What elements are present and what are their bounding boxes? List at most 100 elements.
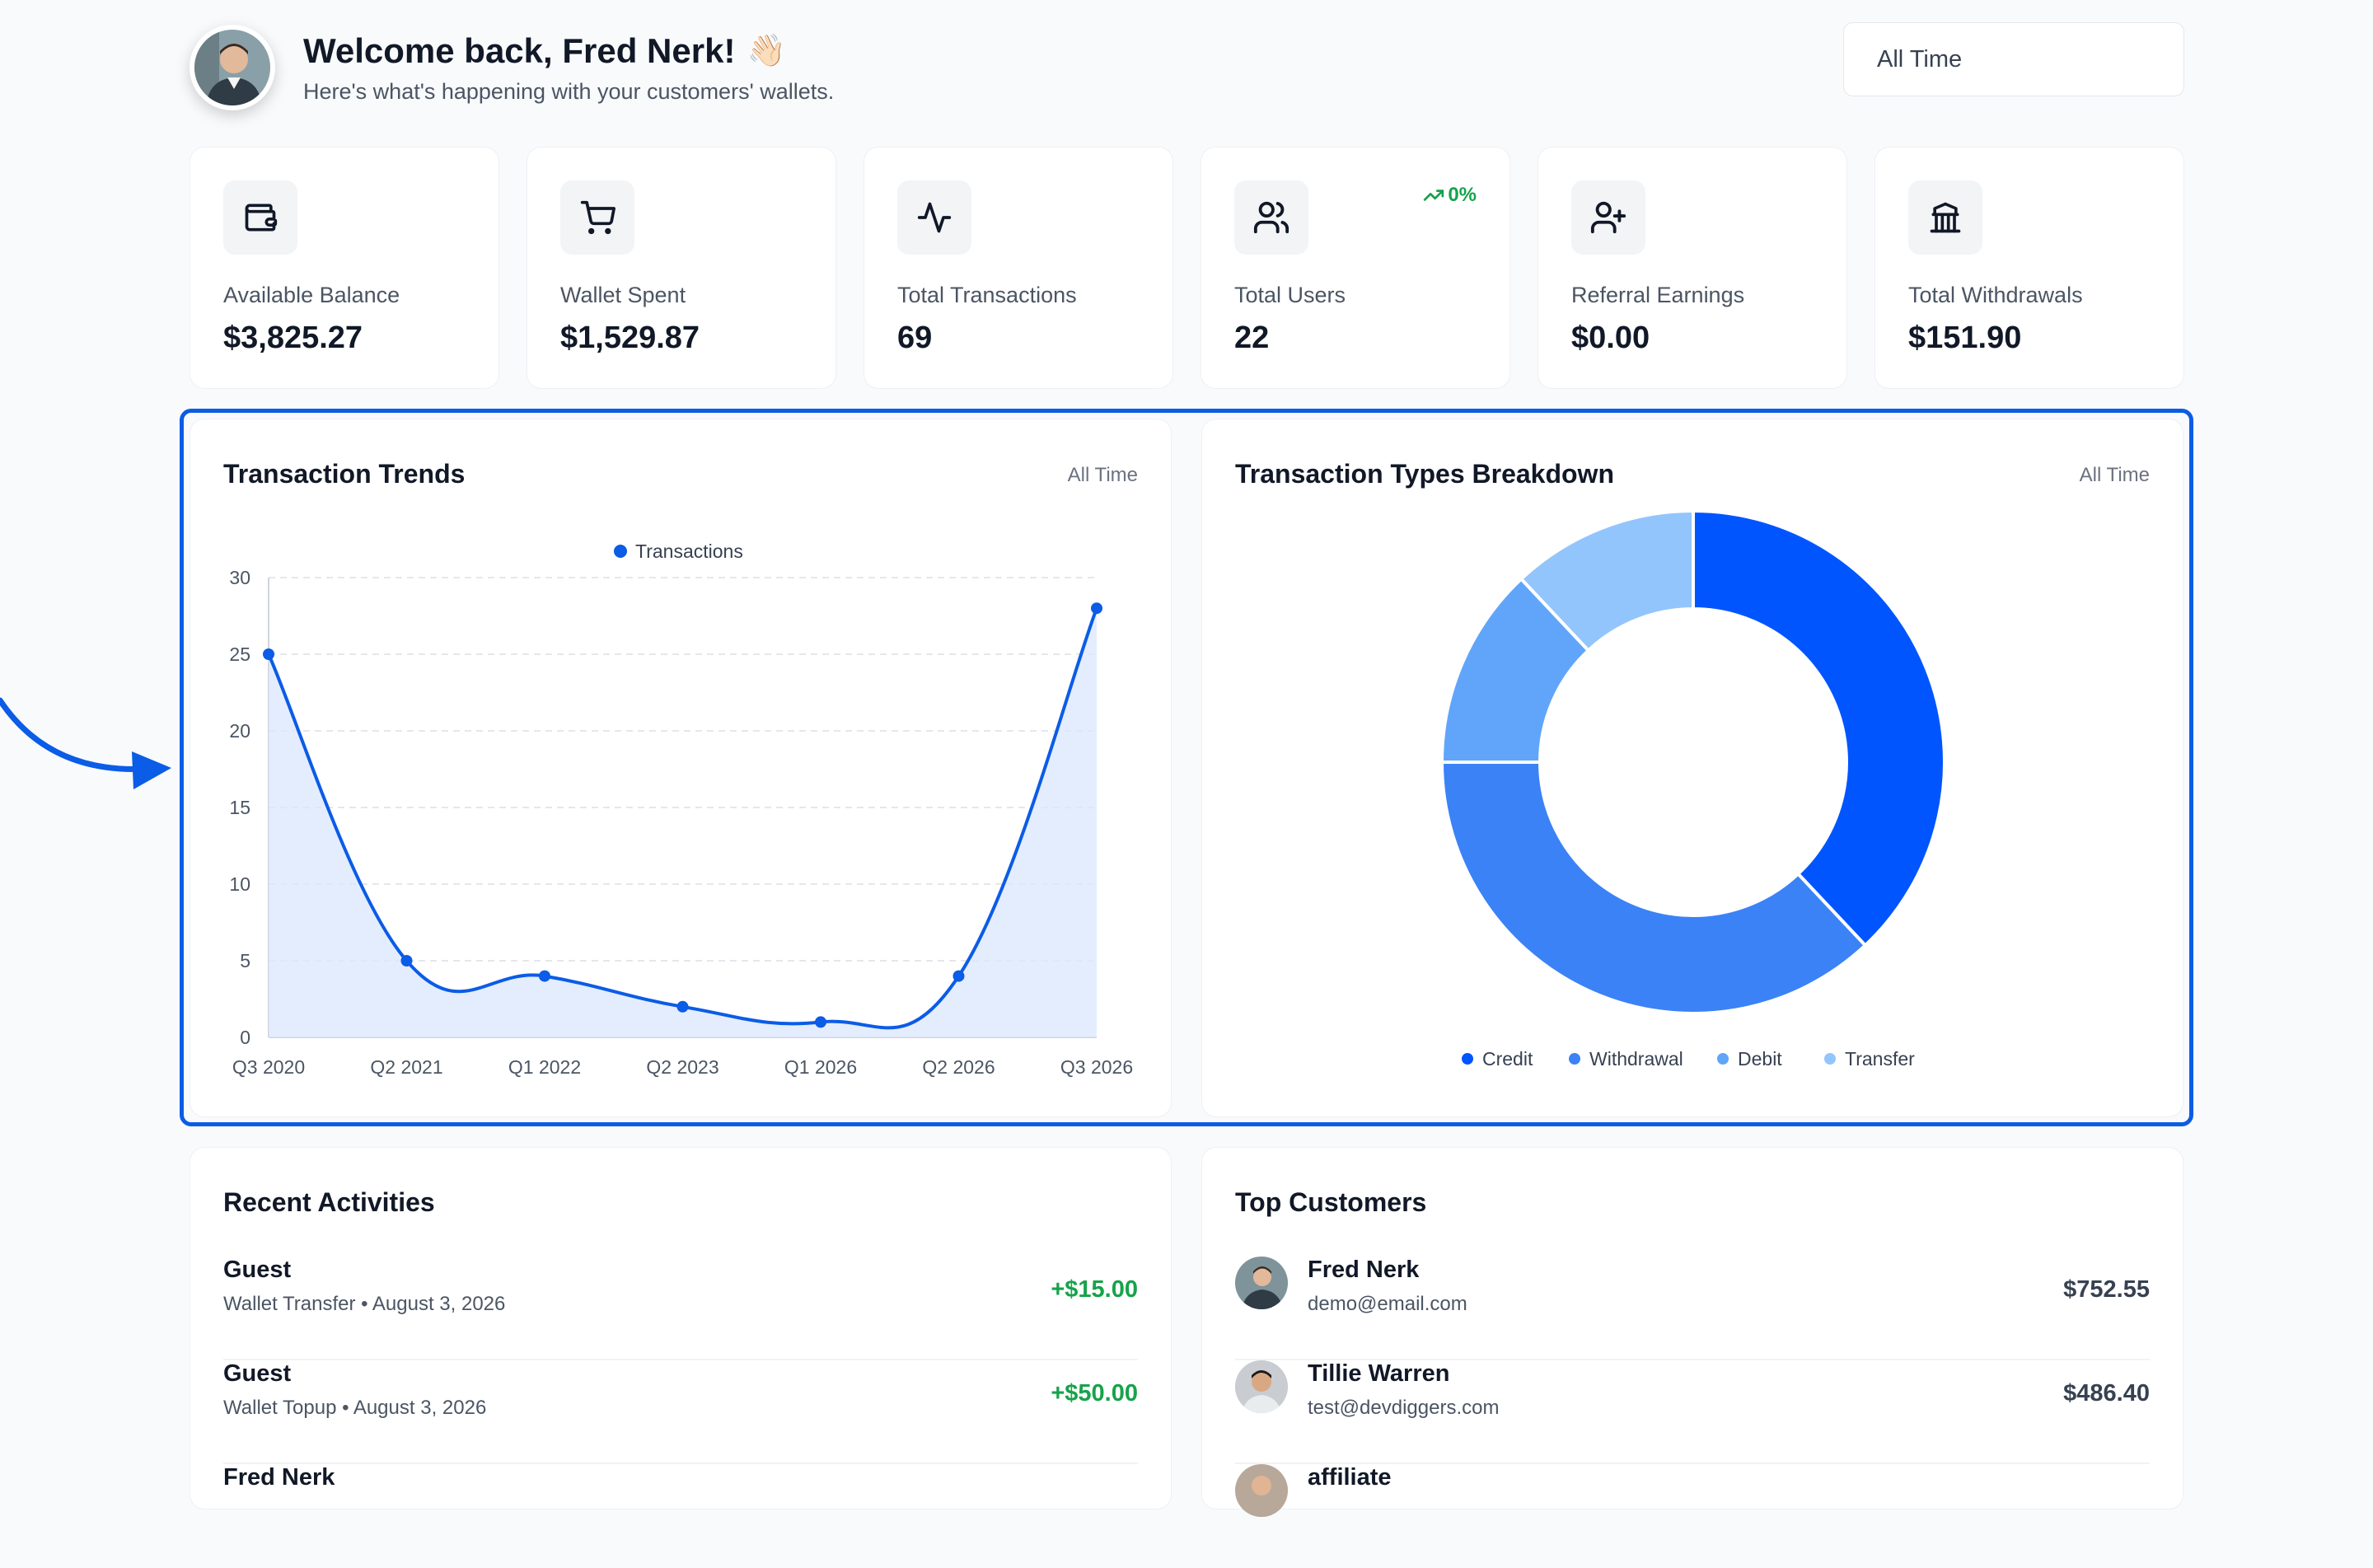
stat-card-available-balance: Available Balance $3,825.27 [190,147,499,389]
legend-label: Credit [1482,1048,1533,1070]
legend-item[interactable]: Transfer [1824,1048,1915,1070]
activity-amount: +$50.00 [1051,1380,1138,1407]
legend-item[interactable]: Debit [1717,1048,1782,1070]
legend-label: Transfer [1845,1048,1915,1070]
callout-arrow [0,697,171,789]
avatar [1235,1257,1288,1309]
wallet-icon [223,180,297,255]
stat-card-wallet-spent: Wallet Spent $1,529.87 [527,147,836,389]
stat-card-total-withdrawals: Total Withdrawals $151.90 [1875,147,2184,389]
pie-slice-credit[interactable] [1692,508,1946,948]
stat-label: Total Transactions [897,283,1077,307]
legend-label: Transactions [635,541,743,562]
legend-item[interactable]: Withdrawal [1569,1048,1683,1070]
activity-name: Guest [223,1257,292,1283]
pie-slice-withdrawal[interactable] [1439,761,1868,1015]
avatar [1235,1464,1288,1517]
activity-icon [897,180,971,255]
x-tick-label: Q2 2026 [922,1056,995,1078]
x-tick-label: Q2 2021 [370,1056,442,1078]
pie-slice-transfer[interactable] [1519,508,1695,653]
legend-swatch [1462,1053,1473,1065]
panel-title: Transaction Types Breakdown [1235,459,1614,489]
page-subtitle: Here's what's happening with your custom… [303,79,835,104]
data-point[interactable] [815,1016,826,1028]
user-avatar[interactable] [190,25,275,110]
x-tick-label: Q2 2023 [646,1056,718,1078]
stat-card-total-transactions: Total Transactions 69 [864,147,1173,389]
users-icon [1234,180,1308,255]
x-tick-label: Q1 2026 [784,1056,857,1078]
legend-swatch [1717,1053,1729,1065]
legend-item[interactable]: Credit [1462,1048,1533,1070]
transaction-types-chart: Credit Withdrawal Debit Transfer [1439,508,1946,1070]
y-tick-label: 10 [229,873,250,895]
stat-label: Wallet Spent [560,283,686,307]
series-area [269,608,1097,1037]
cart-icon [560,180,634,255]
stat-value: $0.00 [1571,321,1650,355]
customer-name: Fred Nerk [1308,1257,1420,1283]
legend-swatch [1824,1053,1836,1065]
data-point[interactable] [263,648,274,660]
data-point[interactable] [400,955,413,967]
greeting-text: Welcome back, Fred Nerk! [303,31,736,70]
list-item[interactable]: Tillie Warren test@devdiggers.com $486.4… [1235,1360,2150,1464]
welcome-block: Welcome back, Fred Nerk! 👋🏻 Here's what'… [303,31,834,105]
customer-name: affiliate [1308,1464,1392,1491]
recent-activities-panel: Recent Activities Guest Wallet Transfer … [190,1147,1172,1509]
bank-icon [1908,180,1982,255]
list-item[interactable]: Guest Wallet Transfer • August 3, 2026 +… [223,1257,1138,1360]
trending-up-icon [1424,190,1444,201]
customer-amount: $752.55 [2063,1276,2150,1303]
page-title: Welcome back, Fred Nerk! 👋🏻 [303,31,834,71]
activity-amount: +$15.00 [1051,1276,1138,1303]
wave-icon: 👋🏻 [747,34,786,68]
list-item[interactable]: Fred Nerk [223,1464,1138,1568]
panel-title: Transaction Trends [223,459,466,489]
y-tick-label: 0 [240,1027,250,1048]
charts-highlight-frame [180,409,2193,1126]
stat-card-total-users: 0% Total Users 22 [1201,147,1510,389]
y-tick-label: 20 [229,720,250,742]
stat-value: $3,825.27 [223,321,363,355]
data-point[interactable] [952,970,965,982]
stat-label: Available Balance [223,283,400,307]
user-plus-icon [1571,180,1645,255]
trend-badge: 0% [1423,184,1477,207]
panel-title: Top Customers [1235,1187,1427,1217]
stat-value: $1,529.87 [560,321,700,355]
avatar [1235,1360,1288,1413]
stat-label: Total Withdrawals [1908,283,2083,307]
data-point[interactable] [676,1000,689,1013]
data-point[interactable] [539,970,550,982]
activity-detail: Wallet Transfer • August 3, 2026 [223,1293,506,1315]
stat-label: Referral Earnings [1571,283,1745,307]
customer-name: Tillie Warren [1308,1360,1450,1387]
x-tick-label: Q3 2020 [232,1056,305,1078]
customer-amount: $486.40 [2063,1380,2150,1407]
panel-time-tag: All Time [2079,464,2150,486]
time-filter-select[interactable]: All Time [1843,22,2184,96]
panel-title: Recent Activities [223,1187,435,1217]
list-item[interactable]: Fred Nerk demo@email.com $752.55 [1235,1257,2150,1360]
stat-value: 69 [897,321,933,355]
legend-label: Debit [1738,1048,1782,1070]
legend-swatch [1569,1053,1580,1065]
y-tick-label: 5 [240,950,250,971]
stat-card-referral-earnings: Referral Earnings $0.00 [1538,147,1847,389]
transaction-trends-panel: Transaction Trends All Time 0 5 10 15 20 25 30… [190,419,1172,1117]
top-customers-panel: Top Customers Fred Nerk demo@email.com $… [1201,1147,2183,1517]
customer-email: demo@email.com [1308,1293,1467,1315]
list-item[interactable]: affiliate [1235,1464,2150,1568]
stat-value: 22 [1234,321,1270,355]
time-filter-value: All Time [1877,45,1963,73]
legend-label: Withdrawal [1589,1048,1683,1070]
activity-name: Fred Nerk [223,1464,335,1491]
customer-email: test@devdiggers.com [1308,1397,1500,1419]
stat-value: $151.90 [1908,321,2022,355]
list-item[interactable]: Guest Wallet Topup • August 3, 2026 +$50… [223,1360,1138,1464]
data-point[interactable] [1091,602,1102,615]
activity-detail: Wallet Topup • August 3, 2026 [223,1397,487,1419]
transaction-trends-chart: 0 5 10 15 20 25 30 Q3 2020 Q2 2021 Q1 2022 Q2 2023… [229,541,1133,1078]
